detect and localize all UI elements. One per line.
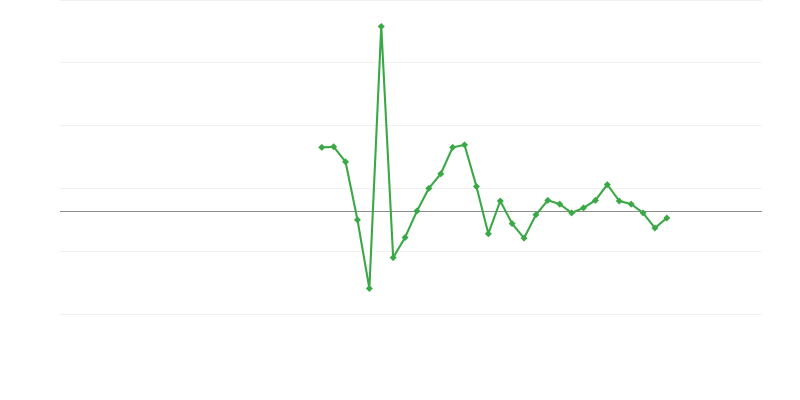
data-point-marker[interactable] <box>615 197 623 205</box>
data-point-marker[interactable] <box>663 214 671 222</box>
data-point-marker[interactable] <box>389 254 397 262</box>
data-point-marker[interactable] <box>508 220 516 228</box>
data-point-marker[interactable] <box>580 204 588 212</box>
grid-line <box>60 251 762 252</box>
grid-line <box>60 125 762 126</box>
data-point-marker[interactable] <box>437 170 445 178</box>
data-point-marker[interactable] <box>401 233 409 241</box>
data-point-marker[interactable] <box>568 209 576 217</box>
zero-line <box>60 211 762 212</box>
data-point-marker[interactable] <box>472 182 480 190</box>
data-point-marker[interactable] <box>496 197 504 205</box>
data-point-marker[interactable] <box>484 230 492 238</box>
grid-line <box>60 62 762 63</box>
data-point-marker[interactable] <box>627 200 635 208</box>
grid-line <box>60 0 762 1</box>
data-point-marker[interactable] <box>556 200 564 208</box>
data-point-marker[interactable] <box>591 196 599 204</box>
data-point-marker[interactable] <box>461 141 469 149</box>
data-point-marker[interactable] <box>377 22 385 30</box>
grid-line <box>60 188 762 189</box>
data-point-marker[interactable] <box>532 211 540 219</box>
series-1-group <box>318 22 671 293</box>
data-point-marker[interactable] <box>365 285 373 293</box>
data-point-marker[interactable] <box>544 196 552 204</box>
data-point-marker[interactable] <box>353 216 361 224</box>
grid-line <box>60 314 762 315</box>
data-point-marker[interactable] <box>651 224 659 232</box>
data-point-marker[interactable] <box>330 143 338 151</box>
data-point-marker[interactable] <box>413 207 421 215</box>
data-point-marker[interactable] <box>520 234 528 242</box>
data-point-marker[interactable] <box>449 143 457 151</box>
data-point-marker[interactable] <box>342 158 350 166</box>
data-point-marker[interactable] <box>639 209 647 217</box>
series-line <box>320 25 668 290</box>
data-point-marker[interactable] <box>318 143 326 151</box>
data-point-marker[interactable] <box>425 184 433 192</box>
data-point-marker[interactable] <box>603 181 611 189</box>
